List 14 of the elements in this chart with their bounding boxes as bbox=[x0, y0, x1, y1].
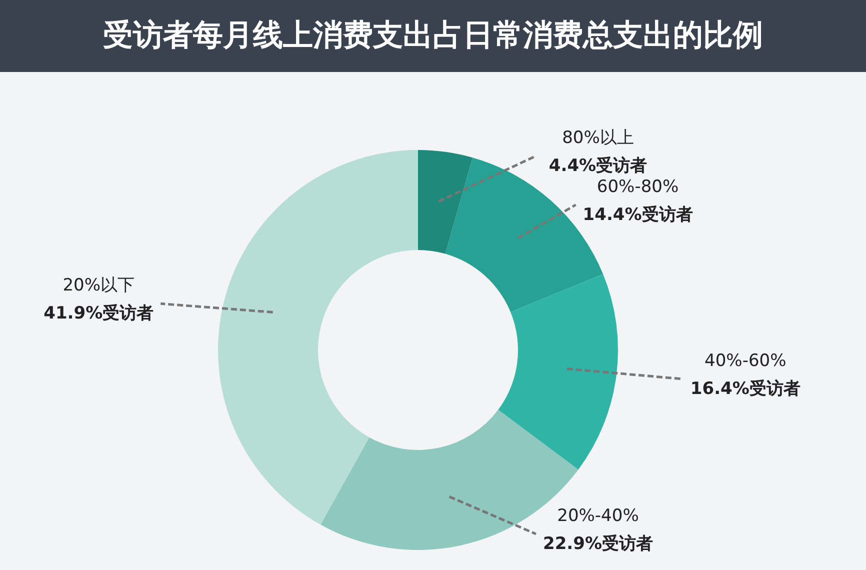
donut-slice bbox=[218, 150, 418, 525]
slice-label: 80%以上 bbox=[562, 128, 634, 148]
data-label: 14.4%受访者 bbox=[582, 204, 693, 225]
donut-slice bbox=[418, 150, 473, 254]
data-label: 4.4%受访者 bbox=[548, 156, 648, 176]
data-label: 41.9%受访者 bbox=[44, 304, 154, 324]
donut-slice bbox=[498, 274, 618, 470]
chart-title: 受访者每月线上消费支出占日常消费总支出的比例 bbox=[103, 18, 763, 53]
data-label: 22.9%受访者 bbox=[543, 534, 653, 554]
slice-label: 20%-40% bbox=[557, 506, 639, 526]
data-label: 16.4%受访者 bbox=[690, 379, 800, 400]
slice-label: 40%-60% bbox=[704, 351, 786, 372]
slice-label: 20%以下 bbox=[62, 276, 135, 296]
slice-label: 60%-80% bbox=[596, 176, 679, 197]
